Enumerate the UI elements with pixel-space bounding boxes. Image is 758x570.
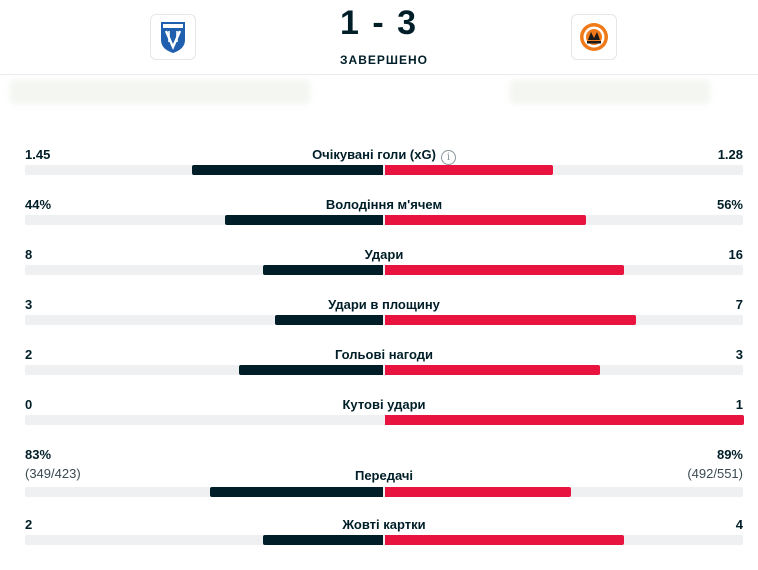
away-stat-detail: (492/551) bbox=[687, 466, 743, 481]
stat-bar-track bbox=[25, 415, 744, 425]
stat-bar-track bbox=[25, 165, 743, 175]
stat-row: 1.45 Очікувані голи (xG) i 1.28 bbox=[25, 145, 743, 195]
away-stat-bar bbox=[385, 365, 600, 375]
stat-row: 8 Удари 16 bbox=[25, 245, 743, 295]
away-stat-bar bbox=[385, 415, 744, 425]
home-stat-value: 8 bbox=[25, 247, 33, 262]
stat-label-text: Удари bbox=[364, 247, 404, 262]
blurred-content bbox=[10, 80, 310, 104]
blurred-content bbox=[510, 80, 710, 104]
shakhtar-crest-icon bbox=[580, 23, 608, 51]
home-stat-value: 83% bbox=[25, 447, 52, 462]
stat-row: 2 Гольові нагоди 3 bbox=[25, 345, 743, 395]
away-stat-value: 1 bbox=[735, 397, 743, 412]
stat-label: Удари в площину bbox=[25, 297, 743, 312]
away-stat-value: 1.28 bbox=[717, 147, 743, 162]
home-stat-value: 0 bbox=[25, 397, 33, 412]
lech-poznan-crest-icon bbox=[161, 22, 185, 53]
stats-list: 1.45 Очікувані голи (xG) i 1.28 44% Володіння… bbox=[25, 145, 744, 565]
home-stat-value: 3 bbox=[25, 297, 33, 312]
away-stat-bar bbox=[385, 165, 553, 175]
stat-row: 3 Удари в площину 7 bbox=[25, 295, 743, 345]
stat-row: 2 Жовті картки 4 bbox=[25, 515, 743, 565]
stat-bar-track bbox=[25, 365, 743, 375]
info-icon[interactable]: i bbox=[440, 150, 456, 165]
home-stat-detail: (349/423) bbox=[25, 466, 81, 481]
home-stat-value: 2 bbox=[25, 517, 33, 532]
stat-label-text: Кутові удари bbox=[342, 397, 426, 412]
home-stat-bar bbox=[192, 165, 383, 175]
stat-label: Удари bbox=[25, 247, 743, 262]
match-score: 1 - 3 bbox=[339, 4, 419, 42]
stat-label: Передачі bbox=[25, 468, 743, 483]
stat-label: Кутові удари bbox=[25, 397, 743, 412]
home-stat-value: 1.45 bbox=[25, 147, 51, 162]
away-stat-value: 89% bbox=[716, 447, 743, 462]
stat-bar-track bbox=[25, 215, 743, 225]
away-stat-value: 16 bbox=[728, 247, 743, 262]
away-stat-bar bbox=[385, 487, 571, 497]
stat-label-text: Передачі bbox=[354, 468, 414, 483]
away-team-crest[interactable] bbox=[571, 14, 617, 60]
away-stat-value: 3 bbox=[735, 347, 743, 362]
away-stat-bar bbox=[385, 535, 624, 545]
away-stat-bar bbox=[385, 215, 586, 225]
stat-row: 83% (349/423) Передачі 89% (492/551) bbox=[25, 445, 743, 515]
stat-bar-track bbox=[25, 487, 743, 497]
match-header: 1 - 3 ЗАВЕРШЕНО bbox=[0, 0, 758, 75]
away-stat-bar bbox=[385, 265, 624, 275]
home-stat-value: 44% bbox=[25, 197, 52, 212]
stat-bar-track bbox=[25, 265, 743, 275]
stat-row: 0 Кутові удари 1 bbox=[25, 395, 744, 445]
away-stat-bar bbox=[385, 315, 636, 325]
match-status: ЗАВЕРШЕНО bbox=[340, 53, 428, 67]
home-team-crest[interactable] bbox=[150, 14, 196, 60]
stat-label: Гольові нагоди bbox=[25, 347, 743, 362]
away-stat-value: 4 bbox=[735, 517, 743, 532]
stat-label-text: Гольові нагоди bbox=[334, 347, 434, 362]
away-stat-value: 56% bbox=[716, 197, 743, 212]
stat-label-text: Очікувані голи (xG) bbox=[312, 147, 436, 162]
home-stat-value: 2 bbox=[25, 347, 33, 362]
away-stat-value: 7 bbox=[735, 297, 743, 312]
stat-label: Жовті картки bbox=[25, 517, 743, 532]
stat-bar-track bbox=[25, 315, 743, 325]
home-stat-bar bbox=[263, 535, 383, 545]
home-stat-bar bbox=[225, 215, 383, 225]
home-stat-bar bbox=[210, 487, 383, 497]
home-stat-bar bbox=[275, 315, 383, 325]
stat-row: 44% Володіння м'ячем 56% bbox=[25, 195, 743, 245]
home-stat-bar bbox=[263, 265, 383, 275]
home-stat-bar bbox=[239, 365, 383, 375]
stat-label: Очікувані голи (xG) i bbox=[25, 147, 743, 165]
stat-label-text: Жовті картки bbox=[342, 517, 426, 532]
stat-label: Володіння м'ячем bbox=[25, 197, 743, 212]
stat-bar-track bbox=[25, 535, 743, 545]
stat-label-text: Удари в площину bbox=[328, 297, 440, 312]
stat-label-text: Володіння м'ячем bbox=[325, 197, 443, 212]
